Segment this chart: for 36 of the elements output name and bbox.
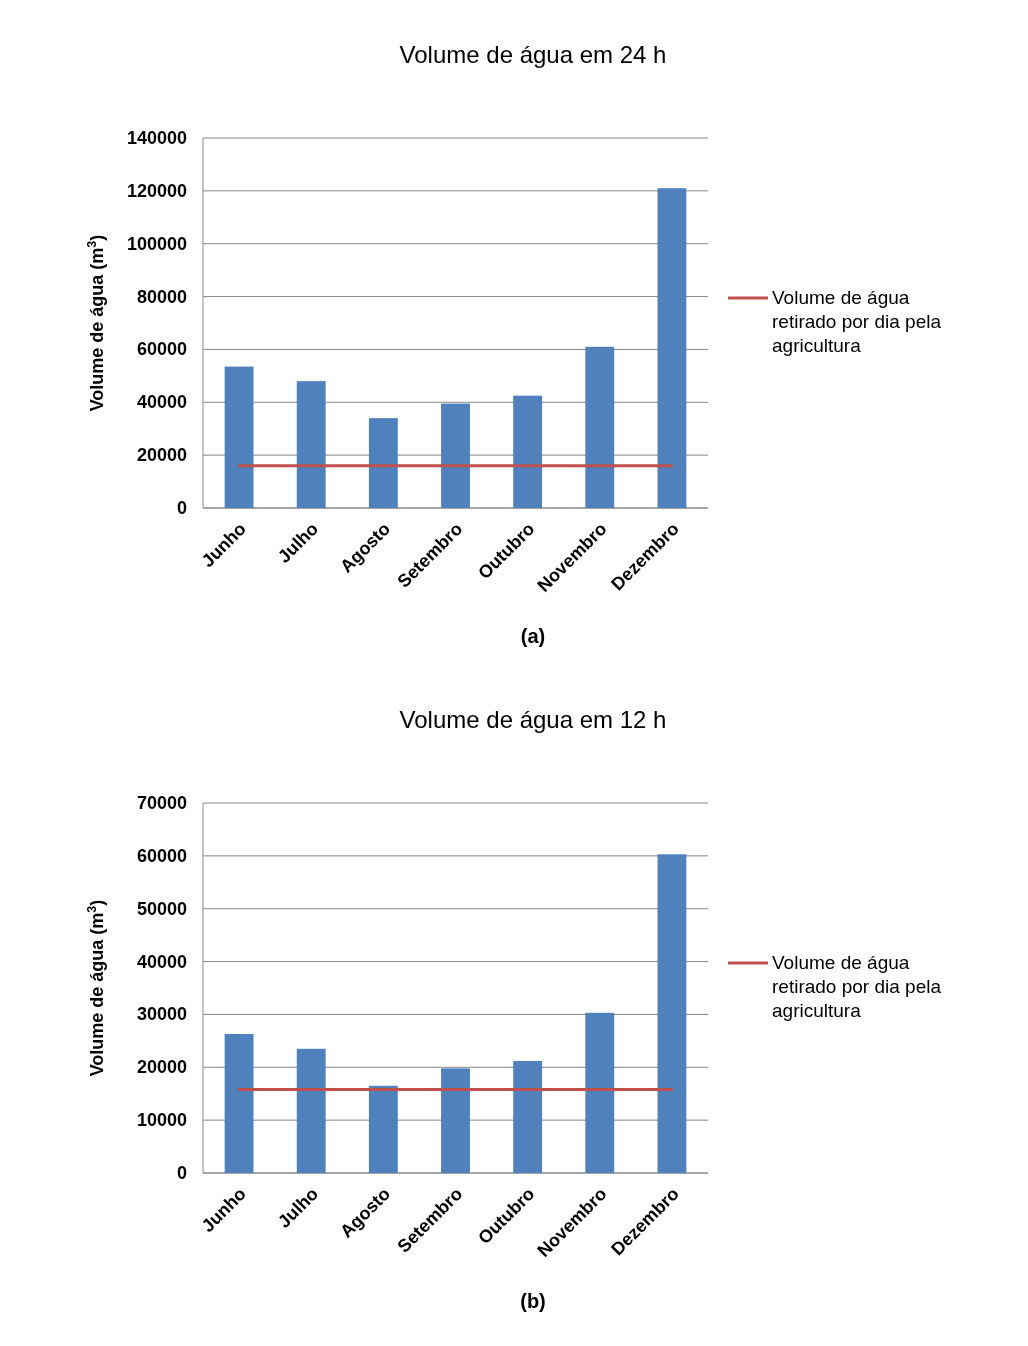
y-tick-label: 40000: [136, 392, 187, 413]
text: (a): [520, 625, 546, 647]
y-tick-label: 40000: [136, 951, 187, 972]
y-tick-label: 50000: [136, 898, 187, 919]
bar: [441, 1068, 470, 1173]
y-tick-label: 0: [176, 498, 187, 518]
bar: [296, 381, 326, 508]
y-tick-label: 20000: [136, 445, 187, 466]
bar: [224, 1033, 254, 1173]
y-tick-label: 10000: [136, 1110, 187, 1131]
bar: [513, 1060, 543, 1173]
y-tick-label: 140000: [126, 128, 187, 148]
chart-title: Volume de água em 24 h: [399, 41, 667, 68]
bar: [585, 346, 615, 508]
y-tick-label: 120000: [126, 180, 187, 201]
bar: [513, 395, 543, 508]
bar: [441, 403, 470, 508]
y-tick-label: 80000: [136, 286, 187, 307]
bar: [585, 1012, 615, 1173]
bar: [296, 1048, 326, 1173]
legend-label: Volume de água retirado por dia pela agricultura: [772, 952, 942, 1021]
legend-label: Volume de água retirado por dia pela agricultura: [772, 287, 942, 356]
y-tick-label: 60000: [136, 339, 187, 360]
bar: [657, 854, 687, 1173]
y-tick-label: 30000: [136, 1004, 187, 1025]
text: (b): [520, 1290, 546, 1312]
y-tick-label: 0: [176, 1163, 187, 1183]
y-tick-label: 60000: [136, 845, 187, 866]
bar: [224, 366, 254, 508]
bar: [657, 188, 687, 508]
y-tick-label: 20000: [136, 1057, 187, 1078]
y-tick-label: 70000: [136, 793, 187, 813]
chart-title: Volume de água em 12 h: [399, 706, 667, 733]
y-tick-label: 100000: [126, 233, 187, 254]
bar: [368, 418, 398, 508]
bar: [368, 1085, 398, 1173]
